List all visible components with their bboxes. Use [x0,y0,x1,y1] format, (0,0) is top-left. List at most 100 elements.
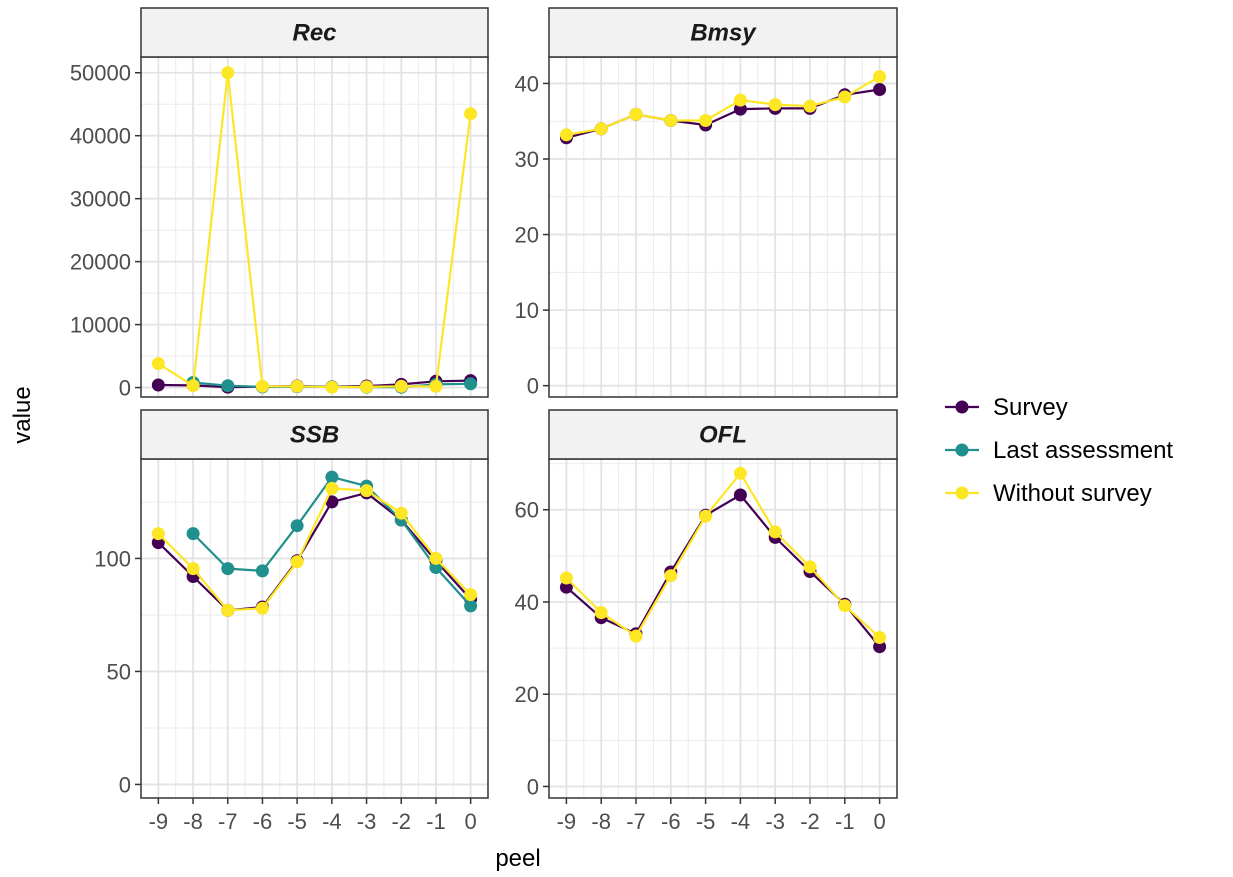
panel-rec: Rec 0 10000 20000 30000 40000 50000 [70,7,489,401]
data-point [429,379,443,393]
data-point [559,571,573,585]
x-tick-label: -4 [322,809,342,834]
data-point [360,484,374,498]
y-tick-label: 50000 [70,61,131,86]
x-tick-label: -7 [218,809,238,834]
data-point [803,99,817,113]
data-point [629,629,643,643]
legend-label: Survey [993,394,1068,421]
legend-item: Survey [945,394,1068,421]
x-axis-title: peel [495,845,540,872]
y-tick-label: 100 [94,546,131,571]
x-tick-label: -8 [183,809,203,834]
data-point [464,599,478,613]
x-tick-label: -7 [626,809,646,834]
panels: Rec 0 100 0 0 20000 30000 40000 50000 Bmsy 0 10 20 30… [70,7,898,834]
legend-item: Last assessment [945,437,1173,464]
x-tick-label: -1 [835,809,855,834]
data-point [186,562,200,576]
panel-bmsy: Bmsy 0 10 20 30 40 [515,7,898,399]
x-tick-label: -4 [731,809,751,834]
y-tick-label: 20000 [70,250,131,275]
data-point [151,536,165,550]
data-point [394,506,408,520]
y-tick-label: 40000 [70,124,131,149]
data-point [221,562,235,576]
x-tick-label: 0 [465,809,477,834]
data-point [151,357,165,371]
facet-strip-label: OFL [699,422,747,449]
data-point [221,603,235,617]
y-axis-title: value [9,386,36,443]
facet-strip-label: Rec [292,20,336,47]
legend-key-point [955,400,969,414]
x-tick-label: -9 [149,809,169,834]
data-point [221,379,235,393]
data-point [221,66,235,80]
data-point [290,555,304,569]
y-tick-label: 20 [515,223,539,248]
panel-ofl: OFL 0 20 40 60 -9 -8 -7 -6 -5 -4 -3 -2 -1 0 [515,409,898,834]
data-point [464,107,478,121]
facet-strip [140,409,489,460]
data-point [464,588,478,602]
data-point [838,90,852,104]
data-point [664,569,678,583]
x-tick-label: -8 [591,809,611,834]
y-tick-label: 0 [527,774,539,799]
data-point [151,378,165,392]
data-point [733,488,747,502]
y-tick-label: 50 [107,659,131,684]
x-tick-label: -2 [800,809,820,834]
legend-item: Without survey [945,480,1152,507]
series-line [157,71,472,389]
data-point [325,481,339,495]
data-point [803,560,817,574]
y-tick-label: 0 [119,376,131,401]
data-point [733,466,747,480]
data-point [290,519,304,533]
x-tick-label: -3 [357,809,377,834]
y-tick-label: 30 [515,147,539,172]
series-line [157,491,472,612]
data-point [699,114,713,127]
y-tick-label: 40 [515,71,539,96]
data-point [360,380,374,394]
data-point [325,470,339,484]
y-tick-label: 30000 [70,187,131,212]
x-tick-label: -6 [661,809,681,834]
y-tick-label: 0 [527,374,539,399]
data-point [151,527,165,541]
panel-ssb: SSB 0 50 100 -9 -8 -7 -6 -5 -4 -3 -2 -1 0 [94,409,489,834]
x-tick-label: -5 [287,809,307,834]
data-point [629,107,643,121]
data-point [559,128,573,142]
data-point [559,580,573,594]
facet-strip-label: SSB [290,422,339,449]
x-tick-label: -9 [557,809,577,834]
facet-strip [548,7,898,58]
legend-key-point [955,486,969,500]
y-tick-label: 10 [515,298,539,323]
data-point [838,599,852,613]
x-tick-label: -5 [696,809,716,834]
data-point [733,93,747,107]
data-point [594,122,608,136]
data-point [873,640,887,654]
x-tick-label: -1 [426,809,446,834]
data-point [594,606,608,620]
data-point [873,631,887,644]
series-line [157,487,472,612]
x-tick-label: -3 [765,809,785,834]
y-tick-label: 60 [515,498,539,523]
data-point [664,114,678,127]
series-line [565,472,881,639]
data-point [699,509,713,523]
data-point [873,70,887,84]
data-point [290,379,304,393]
x-tick-label: -2 [391,809,411,834]
data-point [429,551,443,565]
data-point [255,601,269,615]
facet-strip-label: Bmsy [690,20,757,47]
